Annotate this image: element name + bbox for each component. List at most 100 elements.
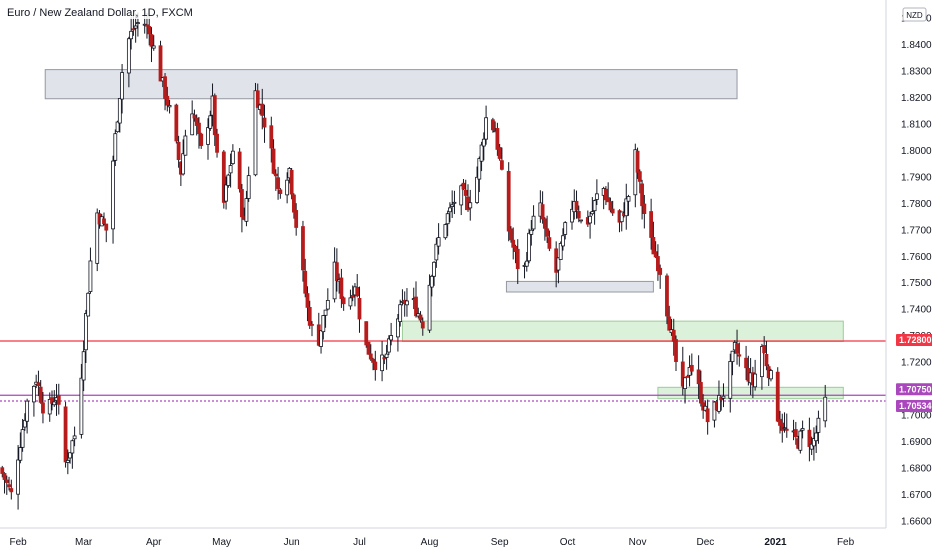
candle-down <box>310 323 314 326</box>
candle-up <box>206 127 210 145</box>
candle-down <box>420 321 425 329</box>
price-tags: 1.72800 1.70750 1.70534 <box>896 333 932 412</box>
candle-down <box>131 28 136 31</box>
candle-down <box>604 188 608 201</box>
candle-up <box>113 133 118 161</box>
candle-down <box>278 189 283 194</box>
candle-up <box>396 318 400 338</box>
candle-up <box>22 419 27 428</box>
candle-up <box>624 198 629 217</box>
resistance-price-tag: 1.72800 <box>896 333 932 346</box>
currency-badge-box <box>902 7 927 22</box>
candle-down <box>255 90 260 108</box>
candle-down <box>63 406 68 463</box>
candle-down <box>292 194 296 213</box>
candle-down <box>197 122 201 135</box>
candle-up <box>450 204 455 207</box>
price-tick-label: 1.75000 <box>901 278 932 289</box>
candle-up <box>384 353 389 358</box>
candle-down <box>775 371 780 422</box>
candle-up <box>230 150 235 165</box>
candle-up <box>590 211 595 215</box>
candle-up <box>133 25 138 29</box>
candle-up <box>115 121 120 133</box>
gray-zone-top[interactable] <box>44 69 738 100</box>
candle-up <box>253 90 258 176</box>
candle-down <box>41 402 45 414</box>
candle-down <box>461 182 466 190</box>
price-tick-label: 1.74000 <box>901 305 932 316</box>
price-tick-label: 1.84000 <box>901 40 932 51</box>
candle-up <box>70 440 75 454</box>
candles-layer <box>0 8 828 510</box>
candle-up <box>68 452 72 459</box>
candle-down <box>635 150 640 173</box>
time-axis[interactable]: Feb Mar Apr May Jun Jul Aug Sep Oct Nov Dec 2021 Feb <box>0 527 886 548</box>
candle-up <box>181 153 186 175</box>
candle-up <box>753 373 758 388</box>
candle-down <box>174 104 179 142</box>
candle-up <box>16 459 20 495</box>
candle-down <box>192 114 197 119</box>
candle-up <box>448 207 452 213</box>
price-tick-label: 1.78000 <box>901 199 932 210</box>
candle-up <box>436 237 441 247</box>
candle-down <box>671 329 676 342</box>
candle-down <box>262 117 267 128</box>
candle-down <box>463 189 468 196</box>
candle-up <box>226 174 231 186</box>
candle-up <box>683 377 687 390</box>
candle-up <box>531 215 536 230</box>
price-tick-label: 1.81000 <box>901 119 932 130</box>
candle-down <box>658 267 663 275</box>
candle-down <box>698 382 703 404</box>
candle-up <box>798 430 803 451</box>
candle-up <box>529 229 534 235</box>
time-tick-label: Dec <box>696 537 714 548</box>
candle-up <box>468 202 473 209</box>
candle-up <box>429 275 434 288</box>
candle-down <box>104 223 109 231</box>
candle-down <box>807 429 812 447</box>
price-tick-label: 1.82000 <box>901 93 932 104</box>
candle-down <box>490 119 495 131</box>
price-axis[interactable]: 1.850001.840001.830001.820001.810001.800… <box>885 0 932 528</box>
candle-down <box>102 218 106 224</box>
time-tick-label: Apr <box>146 537 162 548</box>
gray-zone-sep[interactable] <box>505 280 654 293</box>
price-tick-label: 1.80000 <box>901 146 932 157</box>
candle-up <box>246 175 251 199</box>
candle-down <box>542 218 547 229</box>
candle-up <box>432 261 436 277</box>
candle-down <box>260 103 265 116</box>
candle-down <box>651 237 656 255</box>
candle-down <box>497 147 502 159</box>
candle-up <box>47 399 52 415</box>
svg-text:1.70534: 1.70534 <box>899 401 932 411</box>
candle-up <box>816 417 821 433</box>
candle-down <box>199 133 204 146</box>
candle-down <box>653 251 658 258</box>
green-zone-mid[interactable] <box>401 320 844 343</box>
candle-down <box>649 211 654 238</box>
time-tick-label: Jun <box>284 537 300 548</box>
candle-down <box>334 262 339 281</box>
candle-up <box>20 429 25 448</box>
candle-up <box>86 292 91 317</box>
candle-up <box>527 232 531 262</box>
candle-down <box>784 428 789 431</box>
candle-up <box>285 179 290 196</box>
candle-up <box>445 213 450 225</box>
currency-badge[interactable]: NZD <box>902 7 927 22</box>
candle-down <box>7 484 11 488</box>
candle-down <box>271 148 276 174</box>
candle-up <box>800 428 805 431</box>
time-tick-label: Feb <box>9 537 27 548</box>
candle-down <box>762 345 767 354</box>
candle-up <box>479 144 484 162</box>
candle-up <box>321 315 326 333</box>
candle-down <box>301 226 305 271</box>
price-tick-label: 1.69000 <box>901 437 932 448</box>
candle-down <box>642 203 647 214</box>
